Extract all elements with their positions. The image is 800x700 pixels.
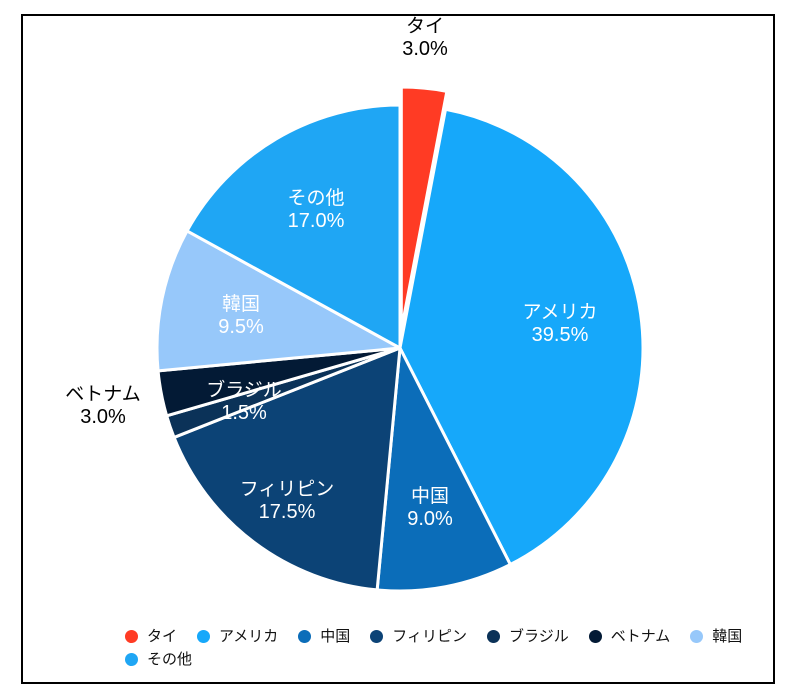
legend: タイ アメリカ 中国 フィリピン ブラジル ベトナム 韓国その他 (125, 626, 765, 672)
legend-label: ブラジル (509, 627, 569, 645)
pie-slice-タイ (399, 85, 449, 332)
legend-swatch (370, 630, 384, 643)
slice-label-value: 1.5% (221, 402, 267, 424)
legend-item-その他: その他 (125, 649, 192, 670)
legend-label: アメリカ (219, 627, 279, 645)
slice-label-name: フィリピン (240, 478, 335, 500)
pie-slice-アメリカ (398, 107, 645, 567)
legend-item-ベトナム: ベトナム (588, 626, 671, 647)
legend-item-韓国: 韓国 (690, 626, 742, 647)
slice-label-name: その他 (287, 187, 344, 209)
legend-item-アメリカ: アメリカ (197, 626, 278, 647)
legend-label: タイ (147, 627, 178, 645)
legend-item-タイ: タイ (125, 626, 177, 647)
legend-swatch (298, 630, 312, 643)
legend-swatch (487, 630, 500, 643)
legend-label: その他 (147, 650, 193, 668)
slice-label-name: 韓国 (222, 293, 260, 315)
legend-swatch (125, 653, 138, 666)
slice-label-中国: 中国9.0% (407, 485, 453, 530)
legend-item-ブラジル: ブラジル (487, 626, 569, 647)
legend-label: 韓国 (712, 627, 743, 645)
pie-slice-中国 (375, 346, 512, 593)
slice-label-value: 9.0% (407, 508, 453, 530)
slice-label-韓国: 韓国9.5% (218, 293, 264, 338)
legend-label: ベトナム (610, 627, 671, 645)
legend-item-中国: 中国 (298, 626, 350, 647)
slice-label-name: タイ (406, 15, 444, 37)
slice-label-タイ: タイ3.0% (402, 15, 448, 60)
pie-slice-その他 (185, 103, 402, 350)
slice-label-value: 9.5% (218, 316, 264, 338)
pie-slice-韓国 (155, 229, 402, 373)
legend-swatch (588, 630, 602, 643)
legend-item-フィリピン: フィリピン (370, 626, 467, 647)
legend-label: 中国 (320, 627, 351, 645)
slice-label-value: 17.5% (259, 501, 316, 523)
slice-label-name: 中国 (411, 485, 449, 507)
slice-label-value: 39.5% (532, 324, 589, 346)
slice-label-value: 3.0% (402, 38, 448, 60)
pie-slice-フィリピン (172, 346, 402, 592)
legend-label: フィリピン (392, 627, 467, 645)
slice-label-value: 3.0% (80, 406, 126, 428)
slice-label-name: ブラジル (206, 378, 282, 401)
legend-swatch (125, 630, 138, 643)
slice-label-name: ベトナム (65, 383, 140, 405)
slice-label-value: 17.0% (288, 210, 345, 232)
legend-swatch (690, 630, 704, 643)
legend-swatch (197, 630, 211, 643)
slice-label-name: アメリカ (522, 301, 597, 323)
